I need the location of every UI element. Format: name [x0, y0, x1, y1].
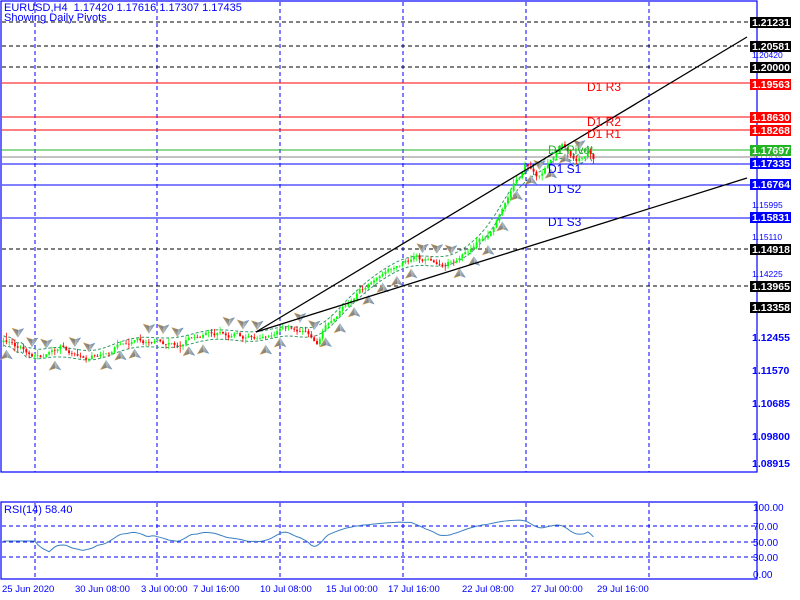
- svg-text:30 Jun 08:00: 30 Jun 08:00: [75, 584, 130, 595]
- svg-text:D1 R1: D1 R1: [587, 127, 621, 141]
- svg-text:30.00: 30.00: [753, 553, 778, 564]
- svg-text:15 Jul 00:00: 15 Jul 00:00: [326, 584, 378, 595]
- svg-text:1.15110: 1.15110: [752, 232, 782, 242]
- svg-text:27 Jul 00:00: 27 Jul 00:00: [531, 584, 583, 595]
- svg-text:1.21231: 1.21231: [752, 17, 790, 29]
- svg-text:1.15995: 1.15995: [752, 200, 783, 210]
- svg-text:0.00: 0.00: [753, 570, 773, 581]
- svg-text:1.14225: 1.14225: [752, 269, 783, 279]
- svg-text:10 Jul 08:00: 10 Jul 08:00: [260, 584, 312, 595]
- svg-text:RSI(14) 58.40: RSI(14) 58.40: [4, 504, 72, 516]
- svg-text:1.13358: 1.13358: [752, 302, 790, 314]
- svg-text:17 Jul 16:00: 17 Jul 16:00: [388, 584, 440, 595]
- svg-text:D1 R3: D1 R3: [587, 80, 621, 94]
- svg-text:1.18268: 1.18268: [752, 125, 790, 137]
- svg-text:1.20000: 1.20000: [752, 62, 790, 74]
- svg-text:29 Jul 16:00: 29 Jul 16:00: [597, 584, 649, 595]
- svg-text:1.09800: 1.09800: [752, 431, 790, 443]
- svg-text:70.00: 70.00: [753, 522, 778, 533]
- svg-text:1.11570: 1.11570: [752, 365, 790, 377]
- svg-text:3 Jul 00:00: 3 Jul 00:00: [141, 584, 187, 595]
- svg-text:1.12455: 1.12455: [752, 332, 790, 344]
- svg-text:D1 S1: D1 S1: [548, 162, 582, 176]
- svg-text:1.10685: 1.10685: [752, 398, 790, 410]
- svg-text:1.16764: 1.16764: [752, 179, 790, 191]
- svg-text:1.08915: 1.08915: [752, 458, 790, 470]
- svg-text:1.18630: 1.18630: [752, 112, 790, 124]
- svg-text:1.13965: 1.13965: [752, 281, 790, 293]
- svg-text:50.00: 50.00: [753, 538, 778, 549]
- svg-text:1.19563: 1.19563: [752, 79, 790, 91]
- svg-text:7 Jul 16:00: 7 Jul 16:00: [193, 584, 239, 595]
- svg-text:Showing Daily Pivots: Showing Daily Pivots: [4, 12, 107, 24]
- svg-text:22 Jul 08:00: 22 Jul 08:00: [462, 584, 514, 595]
- svg-text:1.20420: 1.20420: [752, 50, 783, 60]
- svg-text:25 Jun 2020: 25 Jun 2020: [2, 584, 54, 595]
- svg-text:D1 Pivot: D1 Pivot: [548, 143, 594, 157]
- svg-text:100.00: 100.00: [753, 503, 784, 514]
- svg-text:1.14918: 1.14918: [752, 244, 790, 256]
- svg-text:D1 S2: D1 S2: [548, 182, 582, 196]
- svg-text:1.17335: 1.17335: [752, 158, 790, 170]
- svg-text:D1 S3: D1 S3: [548, 215, 582, 229]
- svg-text:1.15831: 1.15831: [752, 212, 790, 224]
